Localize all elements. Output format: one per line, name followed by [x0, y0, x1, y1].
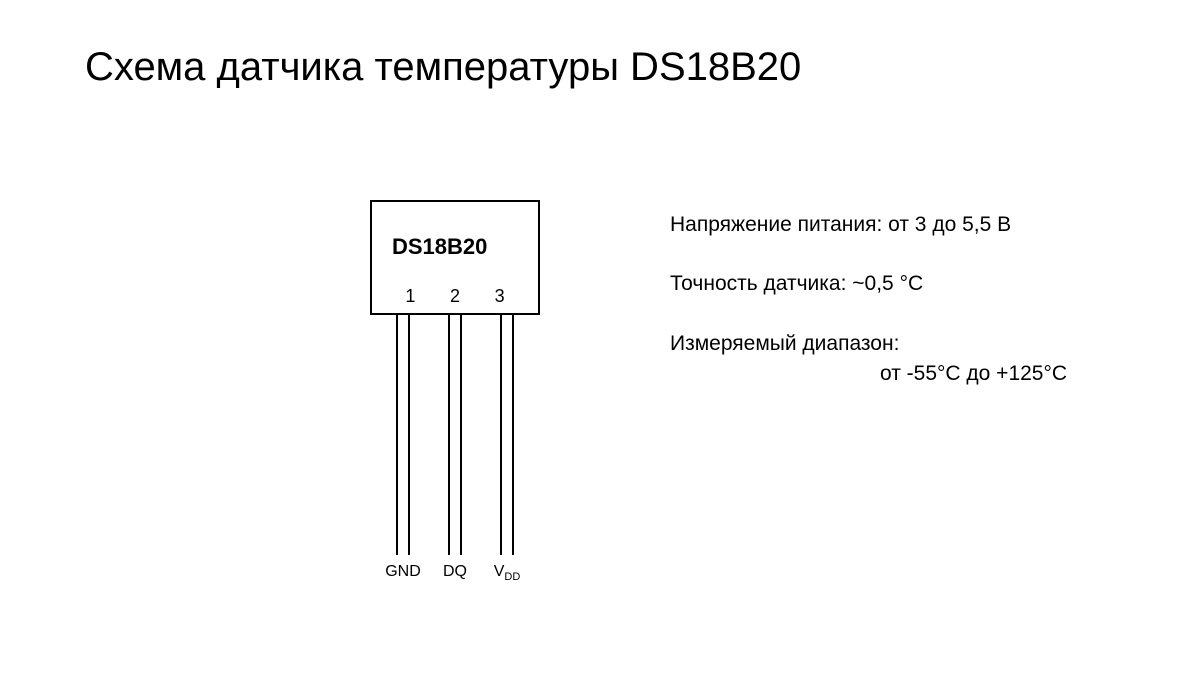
spec-range-label: Измеряемый диапазон:: [670, 329, 1140, 358]
pin-leg-2: [448, 315, 462, 555]
pin-legs: [370, 315, 540, 555]
chip-body: DS18B20 1 2 3: [370, 200, 540, 315]
page-title: Схема датчика температуры DS18B20: [85, 45, 801, 90]
pin-label-vdd: VDD: [494, 563, 521, 583]
pin-labels-row: GND DQ VDD: [370, 563, 540, 587]
spec-list: Напряжение питания: от 3 до 5,5 В Точнос…: [670, 210, 1140, 386]
chip-diagram: DS18B20 1 2 3 GND DQ VDD: [370, 200, 570, 587]
spec-voltage: Напряжение питания: от 3 до 5,5 В: [670, 210, 1140, 239]
pin-numbers-row: 1 2 3: [372, 286, 538, 307]
pin-leg-1: [396, 315, 410, 555]
chip-label: DS18B20: [392, 234, 487, 260]
pin-number-1: 1: [405, 286, 415, 307]
pin-label-gnd: GND: [385, 563, 421, 581]
pin-number-2: 2: [450, 286, 460, 307]
pin-leg-3: [500, 315, 514, 555]
spec-range-value: от -55°C до +125°C: [670, 362, 1140, 386]
spec-accuracy: Точность датчика: ~0,5 °C: [670, 269, 1140, 298]
pin-number-3: 3: [495, 286, 505, 307]
pin-label-dq: DQ: [443, 563, 467, 581]
